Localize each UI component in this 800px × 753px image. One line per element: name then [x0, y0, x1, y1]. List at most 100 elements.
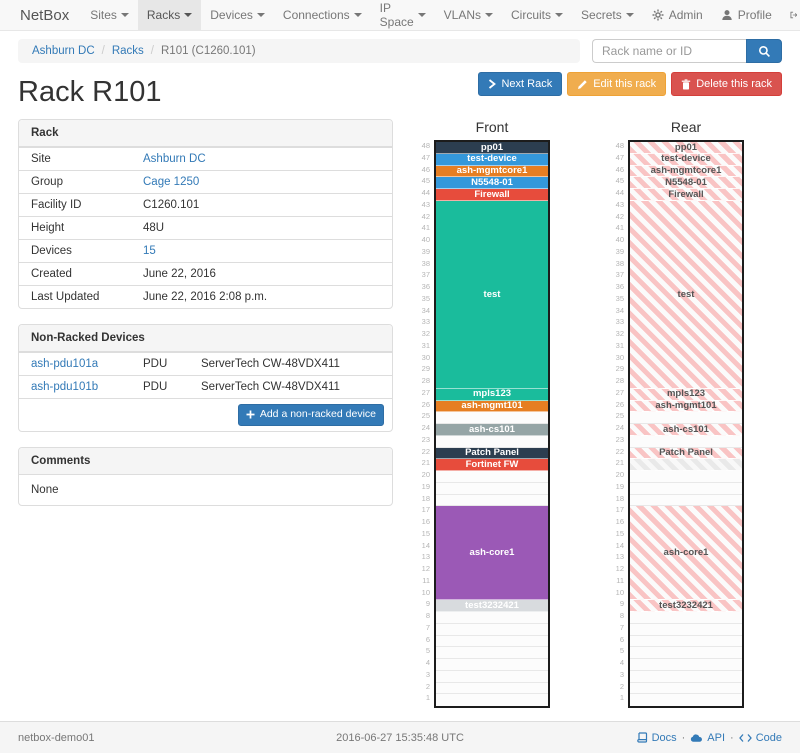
empty-rack-unit — [436, 647, 548, 659]
rack-device-Fortinet FW[interactable]: Fortinet FW — [436, 459, 548, 471]
unit-number: 18 — [421, 493, 430, 503]
devices-count-link[interactable]: 15 — [143, 245, 156, 257]
netbox-brand[interactable]: NetBox — [20, 6, 70, 24]
rack-device-ash-mgmt101[interactable]: ash-mgmt101 — [436, 400, 548, 413]
nav-circuits[interactable]: Circuits — [502, 0, 572, 30]
unit-number: 5 — [425, 646, 430, 656]
rack-device-Patch Panel[interactable]: Patch Panel — [436, 447, 548, 460]
front-elevation-title: Front — [475, 119, 509, 135]
empty-rack-unit — [630, 659, 742, 671]
plus-icon — [246, 410, 255, 419]
rack-device-N5548-01[interactable]: N5548-01 — [436, 177, 548, 189]
rack-device-Patch Panel[interactable]: Patch Panel — [630, 447, 742, 460]
unit-number: 14 — [421, 540, 430, 550]
unit-number: 33 — [615, 317, 624, 327]
breadcrumb-racks-link[interactable]: Racks — [111, 45, 144, 57]
rack-device-label: mpls123 — [666, 388, 706, 400]
unit-number: 19 — [421, 481, 430, 491]
nav-devices[interactable]: Devices — [201, 0, 274, 30]
rack-device-mpls123[interactable]: mpls123 — [630, 388, 742, 401]
device-type: PDU — [143, 381, 168, 393]
device-link[interactable]: ash-pdu101b — [31, 381, 99, 393]
add-non-racked-device-button[interactable]: Add a non-racked device — [237, 404, 384, 426]
unit-number: 31 — [615, 340, 624, 350]
search-input[interactable] — [592, 39, 746, 63]
breadcrumb-site-link[interactable]: Ashburn DC — [32, 45, 95, 57]
search-icon — [758, 45, 770, 57]
rack-device-mpls123[interactable]: mpls123 — [436, 388, 548, 401]
nav-sites[interactable]: Sites — [81, 0, 138, 30]
rack-device-ash-mgmtcore1[interactable]: ash-mgmtcore1 — [630, 165, 742, 178]
nav-racks[interactable]: Racks — [137, 0, 202, 30]
unit-number: 21 — [615, 458, 624, 468]
delete-rack-button[interactable]: Delete this rack — [671, 72, 782, 97]
rack-device-ash-cs101[interactable]: ash-cs101 — [630, 424, 742, 436]
footer-separator: · — [730, 731, 734, 744]
rack-device-unnamed[interactable] — [630, 459, 742, 471]
user-icon — [722, 10, 732, 20]
comments-body: None — [31, 483, 59, 496]
unit-number: 45 — [615, 176, 624, 186]
rack-device-test3232421[interactable]: test3232421 — [436, 600, 548, 612]
rack-device-label: test — [677, 288, 695, 300]
rack-device-test3232421[interactable]: test3232421 — [630, 600, 742, 612]
rack-device-test[interactable]: test — [436, 200, 548, 389]
rack-device-pp01[interactable]: pp01 — [630, 142, 742, 154]
rack-device-test[interactable]: test — [630, 200, 742, 389]
rack-device-label: test-device — [467, 153, 517, 165]
code-link[interactable]: Code — [738, 732, 782, 744]
unit-number: 43 — [615, 199, 624, 209]
rack-device-ash-mgmt101[interactable]: ash-mgmt101 — [630, 400, 742, 413]
rack-device-ash-mgmtcore1[interactable]: ash-mgmtcore1 — [436, 165, 548, 178]
rack-device-Firewall[interactable]: Firewall — [630, 189, 742, 201]
group-link[interactable]: Cage 1250 — [143, 176, 200, 188]
next-rack-button[interactable]: Next Rack — [478, 72, 563, 97]
unit-number: 25 — [615, 411, 624, 421]
rack-device-label: test-device — [661, 153, 711, 165]
rack-device-ash-core1[interactable]: ash-core1 — [630, 506, 742, 601]
search-button[interactable] — [746, 39, 782, 63]
rack-device-ash-cs101[interactable]: ash-cs101 — [436, 424, 548, 436]
unit-number: 12 — [615, 564, 624, 573]
empty-rack-unit — [630, 482, 742, 495]
device-link[interactable]: ash-pdu101a — [31, 358, 99, 370]
rack-device-ash-core1[interactable]: ash-core1 — [436, 506, 548, 601]
unit-number: 8 — [619, 611, 624, 620]
rack-device-Firewall[interactable]: Firewall — [436, 189, 548, 201]
empty-rack-unit — [630, 435, 742, 448]
rack-device-label: ash-core1 — [663, 547, 709, 558]
docs-link[interactable]: Docs — [636, 732, 677, 744]
nav-admin[interactable]: Admin — [643, 0, 712, 30]
unit-number: 9 — [425, 599, 430, 609]
nav-profile[interactable]: Profile — [712, 0, 781, 30]
edit-rack-button[interactable]: Edit this rack — [567, 72, 667, 97]
unit-number: 32 — [421, 329, 430, 338]
empty-rack-unit — [630, 670, 742, 683]
chevron-right-icon — [489, 79, 497, 89]
unit-number: 24 — [615, 423, 624, 432]
table-row: ash-pdu101a PDU ServerTech CW-48VDX411 — [19, 352, 392, 375]
unit-number: 44 — [421, 188, 430, 197]
site-link[interactable]: Ashburn DC — [143, 153, 206, 165]
nav-connections[interactable]: Connections — [274, 0, 371, 30]
nav-secrets[interactable]: Secrets — [572, 0, 643, 30]
rack-device-pp01[interactable]: pp01 — [436, 142, 548, 154]
empty-rack-unit — [630, 682, 742, 695]
rack-device-N5548-01[interactable]: N5548-01 — [630, 177, 742, 189]
facility-id-value: C1260.101 — [143, 199, 200, 211]
nav-ip-space[interactable]: IP Space — [371, 0, 435, 30]
rack-device-test-device[interactable]: test-device — [436, 153, 548, 166]
api-link[interactable]: API — [690, 732, 725, 744]
nav-vlans[interactable]: VLANs — [435, 0, 502, 30]
unit-number: 48 — [421, 141, 430, 150]
unit-number: 15 — [421, 528, 430, 538]
breadcrumb-separator: / — [150, 45, 154, 57]
unit-number: 44 — [615, 188, 624, 197]
rack-device-test-device[interactable]: test-device — [630, 153, 742, 166]
unit-number: 25 — [421, 411, 430, 421]
empty-rack-unit — [630, 635, 742, 648]
rack-device-label: test3232421 — [465, 600, 519, 611]
last-updated-value: June 22, 2016 2:08 p.m. — [143, 291, 268, 303]
rack-device-label: N5548-01 — [665, 177, 707, 188]
nav-logout[interactable]: Log out — [781, 0, 800, 30]
